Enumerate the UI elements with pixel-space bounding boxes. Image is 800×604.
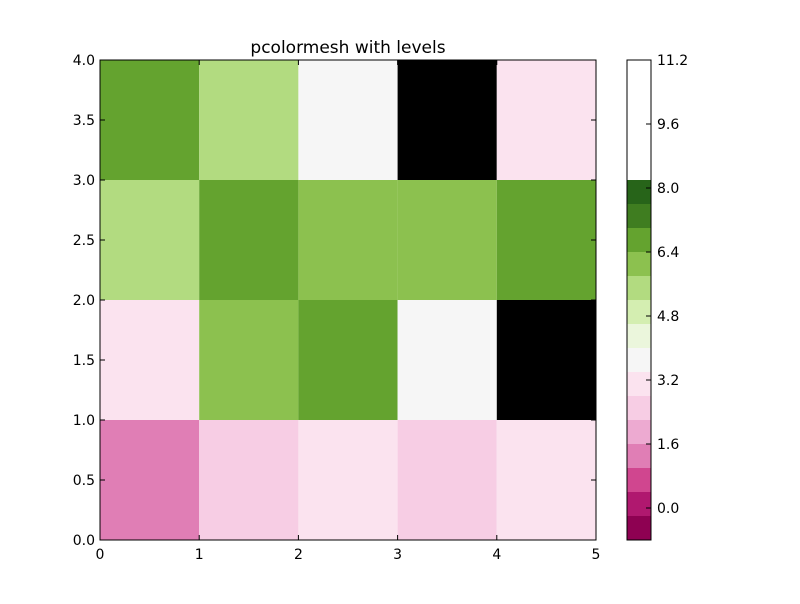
colorbar-band bbox=[627, 396, 651, 420]
heatmap-cell bbox=[100, 180, 200, 300]
colorbar-tick-label: 6.4 bbox=[657, 245, 679, 261]
colorbar-band bbox=[627, 444, 651, 468]
heatmap-cell bbox=[496, 420, 596, 540]
y-tick-label: 4.0 bbox=[73, 53, 95, 69]
colorbar-tick-label: 4.8 bbox=[657, 309, 679, 325]
heatmap-cell bbox=[199, 420, 299, 540]
heatmap-cell bbox=[397, 300, 497, 420]
y-axis: 0.0 0.5 1.0 1.5 2.0 2.5 3.0 3.5 4.0 bbox=[73, 53, 596, 549]
x-tick-label: 1 bbox=[195, 547, 204, 563]
heatmap-cell bbox=[298, 60, 398, 180]
chart-title: pcolormesh with levels bbox=[250, 38, 445, 58]
x-axis: 0 1 2 3 4 5 bbox=[96, 60, 601, 563]
y-tick-label: 0.0 bbox=[73, 533, 95, 549]
x-tick-label: 3 bbox=[393, 547, 402, 563]
heatmap-cell bbox=[397, 420, 497, 540]
heatmap-cell bbox=[199, 180, 299, 300]
colorbar-band bbox=[627, 492, 651, 516]
y-tick-label: 2.5 bbox=[73, 233, 95, 249]
colorbar-frame bbox=[626, 59, 652, 541]
heatmap-cell bbox=[298, 420, 398, 540]
heatmap-cells bbox=[100, 60, 596, 540]
colorbar-tick-label: 0.0 bbox=[657, 501, 679, 517]
heatmap-cell bbox=[496, 60, 596, 180]
colorbar-band bbox=[627, 204, 651, 228]
colorbar-band bbox=[627, 348, 651, 372]
y-tick-label: 1.5 bbox=[73, 353, 95, 369]
heatmap-cell bbox=[100, 420, 200, 540]
x-tick-label: 0 bbox=[96, 547, 105, 563]
colorbar-tick-label: 9.6 bbox=[657, 117, 679, 133]
colorbar: 0.0 1.6 3.2 4.8 6.4 8.0 9.6 11.2 bbox=[626, 53, 688, 541]
y-tick-label: 0.5 bbox=[73, 473, 95, 489]
heatmap-cell bbox=[496, 180, 596, 300]
heatmap-cell bbox=[496, 300, 596, 420]
heatmap-cell bbox=[298, 300, 398, 420]
heatmap-cell bbox=[397, 60, 497, 180]
colorbar-band bbox=[627, 420, 651, 444]
colorbar-band bbox=[627, 516, 651, 540]
colorbar-band bbox=[627, 252, 651, 276]
colorbar-band bbox=[627, 372, 651, 396]
heatmap-cell bbox=[397, 180, 497, 300]
heatmap-cell bbox=[199, 300, 299, 420]
colorbar-band bbox=[627, 180, 651, 204]
heatmap-cell bbox=[199, 60, 299, 180]
colorbar-band bbox=[627, 468, 651, 492]
y-tick-label: 1.0 bbox=[73, 413, 95, 429]
colorbar-tick-label: 8.0 bbox=[657, 181, 679, 197]
x-tick-label: 2 bbox=[294, 547, 303, 563]
colorbar-band bbox=[627, 300, 651, 324]
x-tick-label: 4 bbox=[492, 547, 501, 563]
colorbar-band bbox=[627, 324, 651, 348]
colorbar-tick-label: 11.2 bbox=[657, 53, 688, 69]
y-tick-label: 3.5 bbox=[73, 113, 95, 129]
heatmap-cell bbox=[100, 60, 200, 180]
y-tick-label: 2.0 bbox=[73, 293, 95, 309]
heatmap-cell bbox=[298, 180, 398, 300]
colorbar-tick-label: 3.2 bbox=[657, 373, 679, 389]
colorbar-tick-label: 1.6 bbox=[657, 437, 679, 453]
colorbar-band bbox=[627, 228, 651, 252]
y-tick-label: 3.0 bbox=[73, 173, 95, 189]
heatmap-cell bbox=[100, 300, 200, 420]
colorbar-band bbox=[627, 276, 651, 300]
x-tick-label: 5 bbox=[592, 547, 601, 563]
